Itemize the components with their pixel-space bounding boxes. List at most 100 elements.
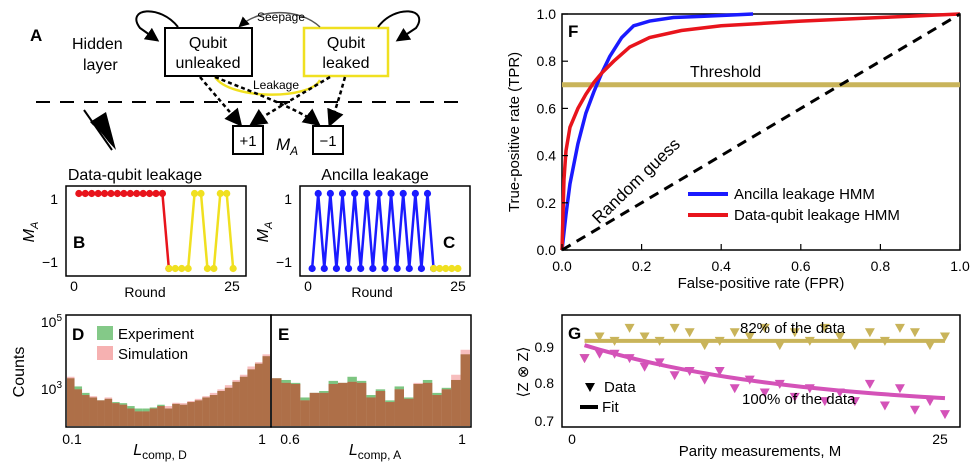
panel-b-series-0-point <box>113 189 122 198</box>
data-100-percent-point <box>819 397 830 407</box>
panel-d-bar-overlap <box>134 411 143 426</box>
legend-data-label: Data <box>604 379 636 396</box>
panel-e-bar-overlap <box>309 392 320 426</box>
panel-f-xlabel: False-positive rate (FPR) <box>678 275 845 292</box>
leakage-label: Leakage <box>253 78 299 92</box>
roc-series-2-line <box>561 12 961 252</box>
panel-b-series-1-point <box>223 189 231 198</box>
panel-f: F Threshold Random guess Ancilla leakage… <box>506 6 970 292</box>
data-100-percent-point <box>939 410 950 420</box>
panel-f-ytick-label: 0.6 <box>537 100 557 116</box>
panel-d-xlabel-sub: comp, D <box>142 448 187 462</box>
data-82-percent-point <box>894 323 905 333</box>
data-82-percent-point <box>729 328 740 338</box>
panel-c-series-0-point <box>326 189 334 198</box>
data-100-percent-point <box>864 379 875 389</box>
panel-e-xtick-0.6: 0.6 <box>280 431 300 447</box>
panel-b-ylabel-main: M <box>21 228 38 242</box>
panel-d-xtick-1: 1 <box>258 431 266 447</box>
panel-c-title: Ancilla leakage <box>321 167 429 184</box>
measurement-label: MA <box>276 135 298 158</box>
panel-f-xtick-label: 0.0 <box>552 258 572 274</box>
panel-c-series-0-point <box>363 189 371 198</box>
data-100-percent-point <box>894 384 905 394</box>
legend-ancilla-label: Ancilla leakage HMM <box>734 186 875 203</box>
panel-g-ylabel: ⟨Z ⊗ Z⟩ <box>515 347 532 398</box>
panel-b-series-0-point <box>88 189 96 198</box>
panel-c-series-1-point <box>454 264 462 273</box>
panel-g-ytick-0.9: 0.9 <box>535 339 555 355</box>
panel-f-xtick-label: 0.2 <box>632 258 652 274</box>
panel-e-xlabel-main: L <box>349 442 358 459</box>
data-100-percent-point <box>804 384 815 394</box>
panel-b-ylabel-sub: A <box>29 222 41 230</box>
panel-g-ytick-0.8: 0.8 <box>535 375 555 391</box>
panel-f-ytick-label: 0.0 <box>537 242 557 258</box>
panel-b-frame <box>65 185 247 277</box>
panel-f-xtick-label: 0.4 <box>711 258 731 274</box>
panel-d: D Experiment Simulation 105 103 Counts 0… <box>11 313 272 462</box>
panel-c-series-0-point <box>417 264 426 273</box>
panel-d-ytick-1e3-exp: 3 <box>56 380 62 391</box>
panel-f-ytick-label: 0.4 <box>537 148 557 164</box>
label-82-percent: 82% of the data <box>740 320 846 337</box>
panel-d-ytick-1e5-exp: 5 <box>56 313 62 324</box>
data-82-percent-point <box>834 332 845 342</box>
panel-d-ytick-1e5: 105 <box>41 313 63 330</box>
seepage-label: Seepage <box>257 10 305 24</box>
panel-c-series-0-point <box>387 189 395 198</box>
data-82-percent-point <box>939 332 950 342</box>
panel-letter-g: G <box>568 324 581 343</box>
panel-d-bar-overlap <box>82 395 90 426</box>
legend-experiment-swatch <box>97 326 113 340</box>
panel-f-ticks: 0.0 0.2 0.4 0.6 0.8 1.0 0.0 0.2 0.4 0.6 0.8 1.0 <box>537 6 970 274</box>
panel-letter-e: E <box>278 325 289 344</box>
panel-b-series-1-point <box>171 264 179 273</box>
data-82-percent-point <box>774 341 785 351</box>
panel-c-series-0-point <box>338 189 347 198</box>
panel-c-series-0-point <box>344 264 353 273</box>
data-82-percent-point <box>849 341 860 351</box>
panel-b-ylabel: MA <box>21 222 41 243</box>
panel-d-bar-overlap <box>232 381 240 426</box>
panel-e-bar-overlap <box>441 389 452 426</box>
panel-letter-f: F <box>568 22 578 41</box>
panel-d-bar-overlap <box>172 403 180 426</box>
panel-d-ylabel: Counts <box>11 347 28 398</box>
panel-c-series-0-point <box>369 264 377 273</box>
panel-letter-b: B <box>73 233 85 252</box>
panel-c-series-0-point <box>351 189 359 198</box>
panel-b-series-0-point <box>100 189 109 198</box>
panel-f-xtick-label: 0.8 <box>871 258 891 274</box>
measurement-label-sub: A <box>289 144 298 158</box>
panel-c-xlabel: Round <box>351 284 392 300</box>
label-100-percent: 100% of the data <box>742 391 856 408</box>
legend-experiment-label: Experiment <box>118 326 195 343</box>
data-100-percent-point <box>579 354 590 364</box>
panel-c-ytick-1: 1 <box>284 191 292 207</box>
self-loop-leaked-arrow <box>377 10 421 42</box>
panel-b-xlabel: Round <box>124 284 165 300</box>
panel-g-frame <box>561 314 961 428</box>
panel-d-xtick-0.1: 0.1 <box>62 431 82 447</box>
data-82-percent-point <box>594 332 605 342</box>
legend-fit-label: Fit <box>602 399 619 416</box>
panel-f-legend: Ancilla leakage HMM Data-qubit leakage H… <box>688 186 900 224</box>
panel-d-bar-overlap <box>142 411 150 426</box>
panel-c-series-0-point <box>375 189 383 198</box>
panel-c-series-0-point <box>381 264 389 273</box>
data-82-percent-point <box>804 336 815 346</box>
panel-e-bar-overlap <box>422 382 433 426</box>
panel-g-xlabel: Parity measurements, M <box>679 443 842 460</box>
panel-c-xtick-0: 0 <box>304 278 312 294</box>
emission-arrow-4 <box>327 76 347 128</box>
panel-g-xtick-0: 0 <box>568 431 576 447</box>
data-100-percent-point <box>729 384 740 394</box>
data-100-percent-point <box>759 388 770 398</box>
panel-c-series-0-point <box>393 264 401 273</box>
data-82-percent-point <box>699 341 710 351</box>
panel-c-series-1-point <box>442 264 450 273</box>
panel-c: Ancilla leakage C 1 −1 MA 0 25 Round <box>255 167 471 300</box>
panel-c-ylabel-sub: A <box>263 222 275 230</box>
